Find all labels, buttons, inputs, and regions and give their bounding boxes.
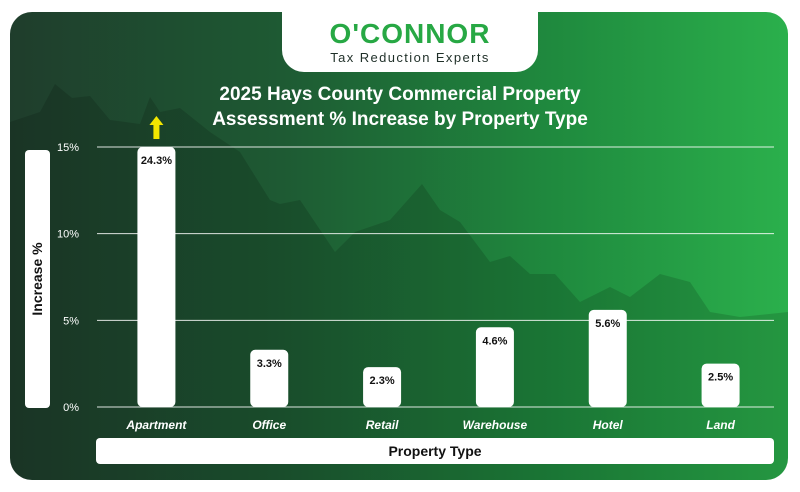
y-tick-label: 5% xyxy=(63,315,79,327)
category-label-hotel: Hotel xyxy=(593,418,624,432)
chart-title-line-1: 2025 Hays County Commercial Property xyxy=(219,84,581,105)
y-tick-label: 15% xyxy=(57,142,79,154)
y-tick-label: 0% xyxy=(63,402,79,414)
bars xyxy=(137,116,740,407)
category-label-retail: Retail xyxy=(366,418,399,432)
bar-land xyxy=(701,363,740,407)
value-label-office: 3.3% xyxy=(257,358,282,370)
bar-retail xyxy=(363,367,402,407)
category-label-office: Office xyxy=(252,418,286,432)
x-axis-label-box xyxy=(96,438,774,464)
y-axis-ticks: 0% 5% 10% 15% xyxy=(57,142,79,414)
value-label-hotel: 5.6% xyxy=(595,318,620,330)
logo-badge: O'CONNOR Tax Reduction Experts xyxy=(282,12,538,72)
value-label-apartment: 24.3% xyxy=(141,155,172,167)
bar-apartment xyxy=(137,147,176,407)
x-axis-label: Property Type xyxy=(388,443,482,459)
gridlines xyxy=(97,146,774,408)
value-label-warehouse: 4.6% xyxy=(482,335,507,347)
y-tick-label: 10% xyxy=(57,229,79,241)
value-label-land: 2.5% xyxy=(708,372,733,384)
chart-title-line-2: Assessment % Increase by Property Type xyxy=(212,109,588,130)
value-labels: 24.3% 3.3% 2.3% 4.6% 5.6% 2.5% xyxy=(141,155,734,387)
logo-wordmark: O'CONNOR xyxy=(329,18,491,49)
category-label-warehouse: Warehouse xyxy=(463,418,528,432)
category-label-apartment: Apartment xyxy=(125,418,187,432)
bar-office xyxy=(250,349,289,407)
y-axis-label-box xyxy=(25,150,50,408)
category-label-land: Land xyxy=(706,418,735,432)
bar-warehouse xyxy=(475,327,514,407)
value-label-retail: 2.3% xyxy=(370,375,395,387)
chart-title: 2025 Hays County Commercial Property Ass… xyxy=(150,82,650,132)
x-axis-categories: Apartment Office Retail Warehouse Hotel Land xyxy=(125,418,735,432)
overflow-up-arrow-icon xyxy=(149,116,164,139)
logo-tagline: Tax Reduction Experts xyxy=(330,50,490,65)
bar-hotel xyxy=(588,309,627,407)
